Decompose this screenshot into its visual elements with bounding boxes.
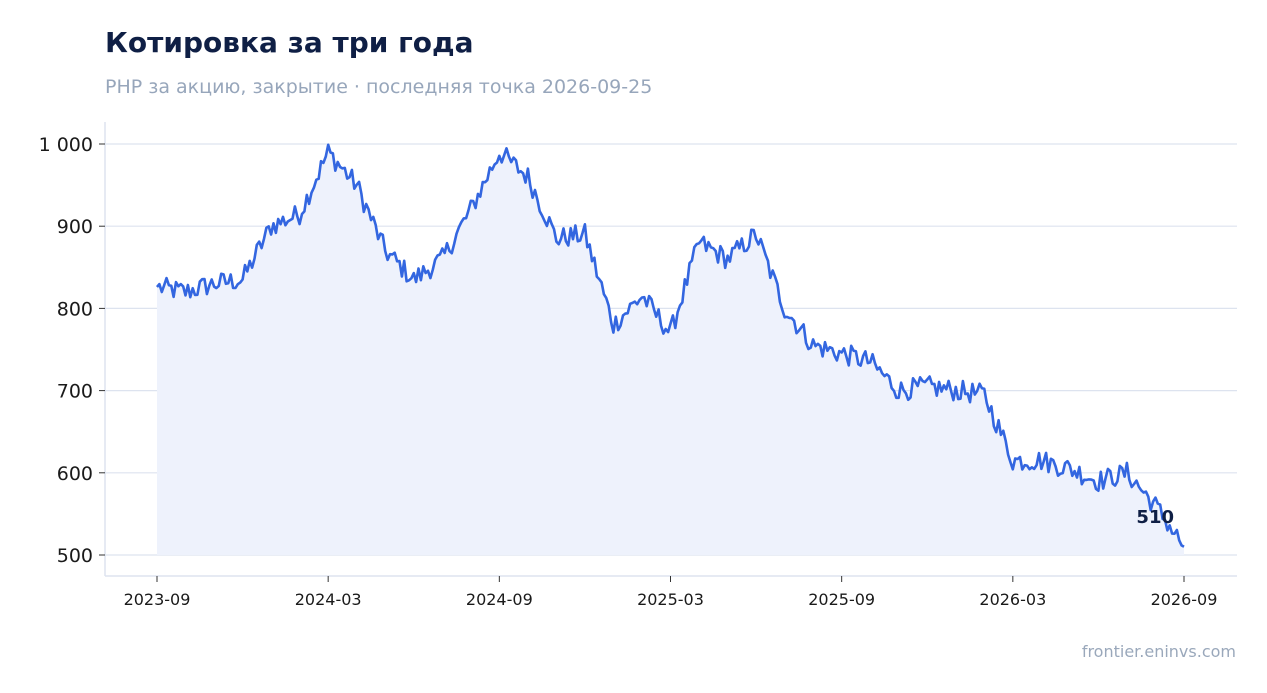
x-tick-label: 2024-03 bbox=[295, 590, 362, 609]
x-tick-label: 2023-09 bbox=[124, 590, 191, 609]
source-link[interactable]: frontier.eninvs.com bbox=[1081, 642, 1236, 661]
price-line bbox=[155, 143, 1185, 548]
x-tick-label: 2026-09 bbox=[1151, 590, 1218, 609]
y-tick-label: 600 bbox=[57, 463, 93, 485]
y-tick-label: 500 bbox=[57, 545, 93, 567]
price-area bbox=[157, 144, 1184, 556]
page-subtitle: PHP за акцию, закрытие · последняя точка… bbox=[105, 76, 653, 98]
x-tick-label: 2025-03 bbox=[637, 590, 704, 609]
y-tick-label: 900 bbox=[57, 216, 93, 238]
last-value-label: 510 bbox=[1136, 507, 1174, 528]
x-tick-label: 2026-03 bbox=[979, 590, 1046, 609]
y-tick-label: 700 bbox=[57, 381, 93, 403]
x-tick-label: 2024-09 bbox=[466, 590, 533, 609]
y-tick-label: 800 bbox=[57, 298, 93, 320]
y-ticks: 500 600 700 800 900 1 000 bbox=[39, 134, 105, 567]
y-tick-label: 1 000 bbox=[39, 134, 93, 156]
x-ticks: 2023-09 2024-03 2024-09 2025-03 2025-09 2026-… bbox=[124, 576, 1218, 609]
x-tick-label: 2025-09 bbox=[808, 590, 875, 609]
page-title: Котировка за три года bbox=[105, 26, 474, 59]
